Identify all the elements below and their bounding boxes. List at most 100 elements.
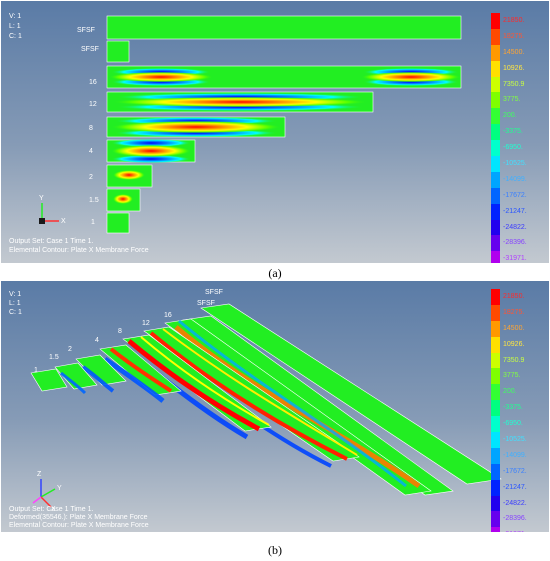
axis-label-y: Y: [39, 195, 44, 202]
legend-value: 3775.: [503, 372, 521, 380]
legend-row: 10926.: [489, 60, 547, 77]
legend-value: 200.: [503, 112, 517, 120]
legend-row: -14099.: [489, 447, 547, 464]
contour-line: Elemental Contour: Plate X Membrane Forc…: [9, 247, 149, 254]
member-1-5: [54, 362, 98, 390]
legend-swatch: [491, 495, 500, 512]
legend-row: 7350.9: [489, 352, 547, 369]
output-set-line: Output Set: Case 1 Time 1.: [9, 506, 94, 513]
viewport-deformed-view[interactable]: V: 1 L: 1 C: 1 SFSF SFSF 16 12 8 4 2 1.5…: [1, 281, 549, 532]
legend-row: -6950.: [489, 140, 547, 157]
member-label: 1: [34, 367, 38, 374]
member-label: SFSF: [77, 27, 95, 34]
legend-value: -31971.: [503, 530, 527, 532]
legend-swatch: [491, 511, 500, 528]
legend-value: -10525.: [503, 160, 527, 168]
legend-swatch: [491, 124, 500, 141]
member-1: [30, 368, 68, 392]
legend-swatch: [491, 527, 500, 532]
member-label: 1.5: [89, 197, 99, 204]
legend-value: -24822.: [503, 499, 527, 507]
legend-swatch: [491, 28, 500, 45]
output-set-line: Output Set: Case 1 Time 1.: [9, 238, 94, 245]
legend-value: -28396.: [503, 239, 527, 247]
axis-label-y: Y: [57, 485, 62, 492]
axis-label-z: Z: [37, 471, 42, 478]
axis-label-x: X: [51, 506, 56, 513]
legend-value: -6950.: [503, 144, 523, 152]
member-label: 8: [89, 125, 93, 132]
legend-value: 10926.: [503, 64, 525, 72]
legend-row: 3775.: [489, 92, 547, 109]
view-info-l: L: 1: [9, 300, 21, 307]
legend-row: -6950.: [489, 416, 547, 433]
legend-swatch: [491, 187, 500, 204]
legend-row: -17672.: [489, 187, 547, 204]
legend-value: -14099.: [503, 175, 527, 183]
legend-value: -3375.: [503, 128, 523, 136]
legend-value: 10926.: [503, 340, 525, 348]
legend-value: 7350.9: [503, 80, 525, 88]
member-label: SFSF: [81, 46, 99, 53]
legend-row: -10525.: [489, 432, 547, 448]
member-label: SFSF: [197, 300, 215, 307]
legend-swatch: [491, 108, 500, 125]
legend-value: -31971.: [503, 255, 527, 263]
view-info-c: C: 1: [9, 33, 22, 40]
legend-row: -31971.: [489, 251, 547, 263]
member-label: 2: [89, 174, 93, 181]
legend-row: 200.: [489, 108, 547, 125]
legend-swatch: [491, 140, 500, 157]
member-label: 16: [164, 312, 172, 319]
member-sfsf-1: [200, 303, 502, 485]
legend-swatch: [491, 400, 500, 417]
legend-value: 3775.: [503, 96, 521, 104]
legend-row: -31971.: [489, 527, 547, 532]
legend-value: -10525.: [503, 436, 527, 444]
legend-row: -17672.: [489, 463, 547, 480]
legend-value: 14500.: [503, 48, 525, 56]
legend-value: 200.: [503, 388, 517, 396]
legend-row: 14500.: [489, 320, 547, 337]
legend-value: -3375.: [503, 404, 523, 412]
legend-swatch: [491, 219, 500, 236]
member-label: 12: [142, 320, 150, 327]
legend-swatch: [491, 44, 500, 61]
legend-value: -6950.: [503, 420, 523, 428]
legend-row: -10525.: [489, 156, 547, 172]
member-label: 1.5: [49, 354, 59, 361]
legend-swatch: [491, 76, 500, 93]
legend-value: -17672.: [503, 467, 527, 475]
caption-a: (a): [268, 266, 282, 280]
legend-value: -14099.: [503, 451, 527, 459]
contour-plot-a: [39, 15, 462, 234]
member-sfsf-1: [106, 15, 462, 40]
legend-row: 200.: [489, 384, 547, 401]
legend-row: -14099.: [489, 171, 547, 188]
legend-row: 10926.: [489, 336, 547, 353]
legend-swatch: [491, 171, 500, 188]
deformed-line: Deformed(35546.): Plate X Membrane Force: [9, 514, 148, 521]
legend-row: -28396.: [489, 235, 547, 252]
member-label: 2: [68, 346, 72, 353]
legend-row: -3375.: [489, 400, 547, 417]
legend-value: 7350.9: [503, 356, 525, 364]
viewport-top-view[interactable]: V: 1 L: 1 C: 1 SFSF SFSF 16 12 8 4 2 1.5…: [1, 1, 549, 263]
member-label: 12: [89, 101, 97, 108]
legend-row: 21850.: [489, 13, 547, 29]
legend-swatch: [491, 432, 500, 448]
legend-swatch: [491, 384, 500, 401]
view-info-v: V: 1: [9, 291, 22, 298]
legend-value: 18275.: [503, 308, 525, 316]
member-label: 16: [89, 79, 97, 86]
legend-value: -28396.: [503, 515, 527, 523]
view-info-v: V: 1: [9, 13, 22, 20]
legend-swatch: [491, 479, 500, 496]
legend-swatch: [491, 13, 500, 29]
view-info-l: L: 1: [9, 23, 21, 30]
legend-swatch: [491, 336, 500, 353]
member-label: 8: [118, 328, 122, 335]
legend-value: -17672.: [503, 191, 527, 199]
contour-plot-b: [30, 303, 502, 508]
member-label: 4: [89, 148, 93, 155]
